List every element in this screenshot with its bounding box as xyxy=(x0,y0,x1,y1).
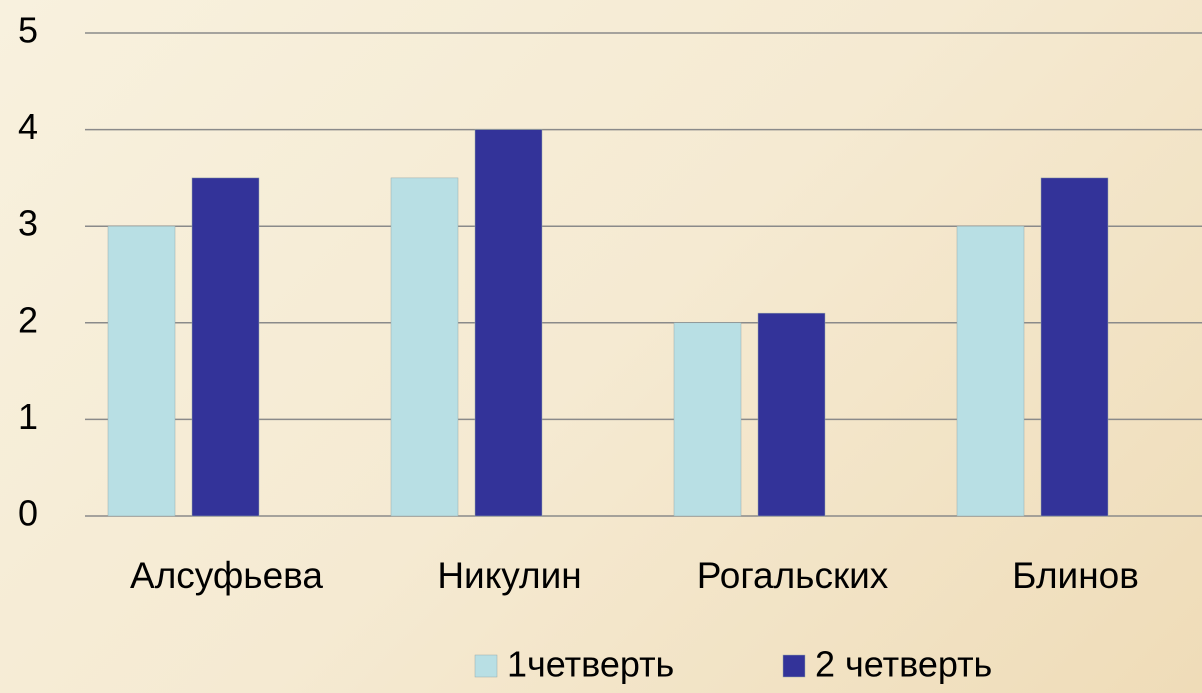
legend-label: 2 четверть xyxy=(815,644,992,685)
y-tick-label: 2 xyxy=(18,299,38,340)
bar xyxy=(757,312,826,517)
y-tick-label: 0 xyxy=(18,493,38,534)
legend-swatch xyxy=(474,654,498,678)
bar xyxy=(474,129,543,517)
y-tick-label: 4 xyxy=(18,106,38,147)
x-tick-label: Алсуфьева xyxy=(130,555,323,596)
bar xyxy=(390,177,459,517)
legend-label: 1четверть xyxy=(507,644,674,685)
bar xyxy=(673,322,742,517)
bar xyxy=(107,225,176,517)
bar xyxy=(191,177,260,517)
legend-swatch xyxy=(782,654,806,678)
bar xyxy=(1040,177,1109,517)
bar xyxy=(956,225,1025,517)
x-tick-label: Рогальских xyxy=(697,555,889,596)
x-tick-label: Блинов xyxy=(1012,555,1139,596)
y-tick-label: 5 xyxy=(18,10,38,51)
x-tick-label: Никулин xyxy=(437,555,581,596)
y-tick-label: 1 xyxy=(18,396,38,437)
y-tick-label: 3 xyxy=(18,203,38,244)
